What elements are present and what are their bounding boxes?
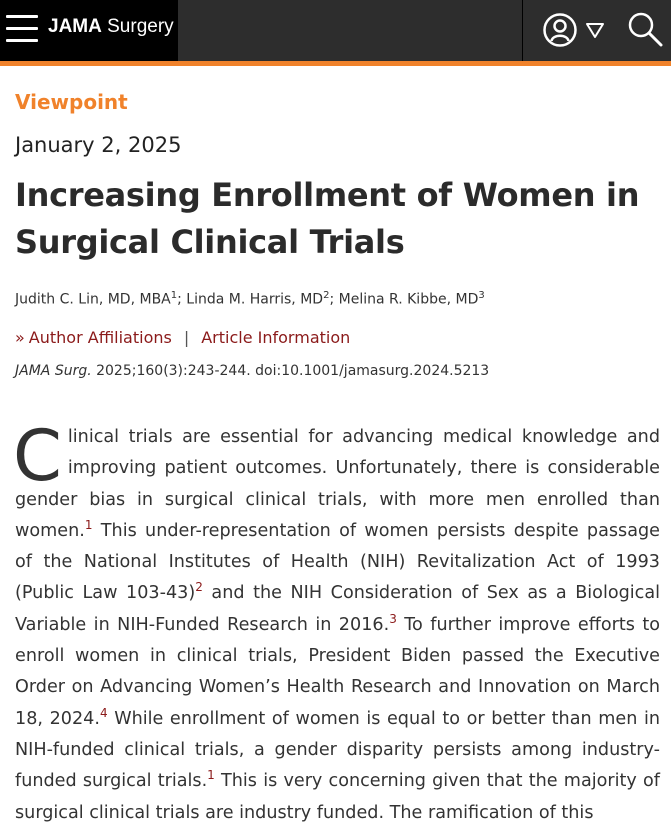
body-sentence: linical trials are essential for advanci…	[15, 427, 660, 541]
reference-link[interactable]: 1	[84, 518, 93, 533]
body-sentence: To further improve efforts to enroll wom…	[15, 614, 660, 729]
citation: JAMA Surg. 2025;160(3):243-244. doi:10.1…	[15, 363, 489, 379]
author-affiliations-link[interactable]: Author Affiliations	[28, 328, 172, 347]
drop-cap: C	[13, 415, 62, 497]
reference-link[interactable]: 4	[99, 705, 108, 720]
chevron-down-icon[interactable]	[585, 20, 605, 40]
author-ref[interactable]: 2	[323, 290, 330, 301]
reference-link[interactable]: 1	[207, 768, 215, 783]
user-account-icon[interactable]	[542, 12, 578, 48]
reference-link[interactable]: 2	[195, 580, 203, 595]
search-icon[interactable]	[626, 10, 664, 48]
body-sentence: This under-representation of women persi…	[15, 520, 660, 604]
body-sentence: While enrollment of women is equal to or…	[15, 708, 660, 792]
body-sentence: and the NIH Consideration of Sex as a Bi…	[15, 583, 660, 635]
author-separator: ;	[329, 291, 339, 308]
article-title: Increasing Enrollment of Women in Surgic…	[15, 176, 640, 261]
author-ref[interactable]: 3	[478, 290, 485, 301]
journal-logo[interactable]: JAMA Surgery	[48, 16, 174, 38]
author-ref[interactable]: 1	[170, 290, 178, 301]
author-link[interactable]: Melina R. Kibbe, MD	[338, 291, 479, 308]
brand-light: Surgery	[107, 16, 174, 37]
article-information-link[interactable]: Article Information	[201, 328, 351, 347]
citation-journal: JAMA Surg.	[15, 363, 92, 379]
header-divider	[522, 0, 523, 61]
author-list: Judith C. Lin, MD, MBA1; Linda M. Harris…	[15, 286, 655, 310]
author-link[interactable]: Judith C. Lin, MD, MBA	[15, 291, 171, 308]
brand-bold: JAMA	[48, 16, 102, 37]
publication-date: January 2, 2025	[15, 133, 182, 157]
top-navigation-bar: JAMA Surgery	[0, 0, 671, 66]
citation-details: 2025;160(3):243-244. doi:10.1001/jamasur…	[91, 363, 490, 379]
link-separator: |	[183, 328, 190, 347]
brand-block: JAMA Surgery	[0, 0, 178, 61]
article-type-label: Viewpoint	[15, 90, 128, 114]
author-separator: ;	[177, 291, 187, 308]
reference-link[interactable]: 3	[389, 611, 397, 626]
double-chevron-right-icon[interactable]: »	[15, 328, 25, 347]
author-link[interactable]: Linda M. Harris, MD	[186, 291, 324, 308]
menu-icon[interactable]	[6, 14, 38, 44]
article-links: » Author Affiliations | Article Information	[15, 328, 350, 347]
